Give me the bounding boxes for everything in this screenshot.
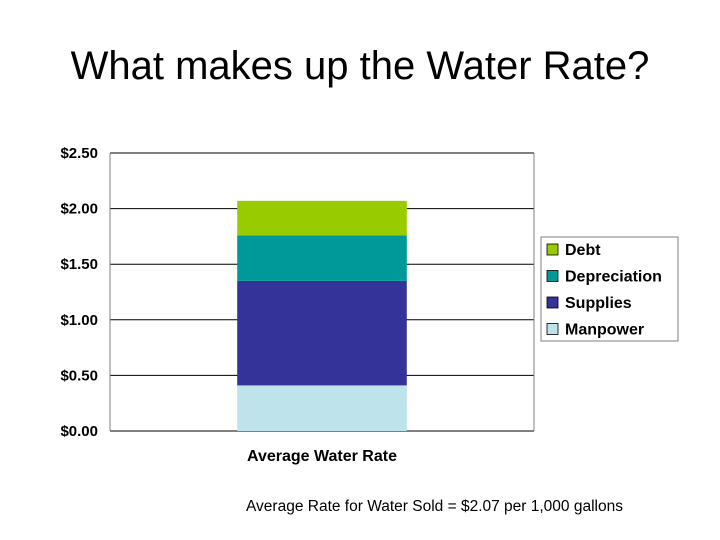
legend-swatch-debt	[546, 243, 559, 256]
category-labels: Average Water Rate	[247, 448, 397, 465]
legend-label-manpower: Manpower	[565, 322, 644, 339]
bar-segments	[237, 200, 407, 431]
footnote: Average Rate for Water Sold = $2.07 per …	[246, 498, 623, 515]
legend-swatch-supplies	[546, 296, 559, 309]
y-axis-ticks: $0.00 $0.50 $1.00 $1.50 $2.00 $2.50	[60, 145, 98, 440]
bar-segment-manpower	[237, 385, 407, 431]
legend: Debt Depreciation Supplies Manpower	[546, 242, 662, 339]
legend-label-debt: Debt	[565, 242, 601, 259]
bar-segment-supplies	[237, 280, 407, 386]
legend-label-supplies: Supplies	[565, 295, 632, 312]
bar-segment-depreciation	[237, 235, 407, 281]
x-category-label: Average Water Rate	[247, 448, 397, 465]
y-tick-label: $2.50	[60, 145, 98, 162]
y-tick-label: $0.00	[60, 423, 98, 440]
slide-title: What makes up the Water Rate?	[70, 44, 650, 88]
y-tick-label: $0.50	[60, 367, 98, 384]
legend-label-depreciation: Depreciation	[565, 269, 662, 286]
bar-segment-debt	[237, 200, 407, 236]
legend-box	[540, 236, 679, 342]
legend-swatch-manpower	[546, 323, 559, 335]
legend-swatch-depreciation	[546, 270, 559, 282]
y-tick-label: $2.00	[60, 201, 98, 218]
y-tick-label: $1.50	[60, 256, 98, 273]
y-tick-label: $1.00	[60, 312, 98, 329]
